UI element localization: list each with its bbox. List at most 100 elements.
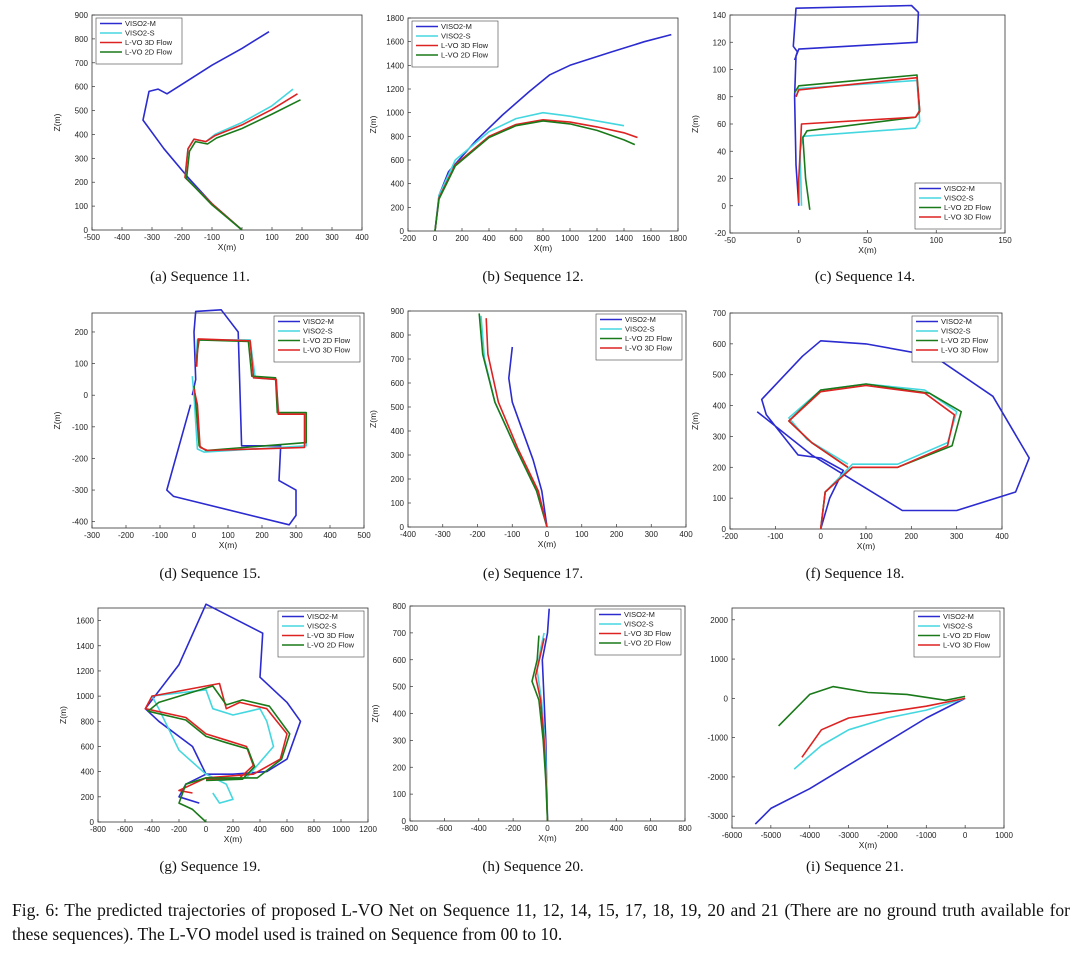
y-tick-label: 200 xyxy=(713,463,727,472)
y-tick-label: 600 xyxy=(81,742,95,751)
legend-label: VISO2-M xyxy=(303,317,334,326)
y-tick-label: 0 xyxy=(722,525,727,534)
legend-box xyxy=(911,315,999,363)
y-tick-label: 60 xyxy=(717,120,726,129)
legend-box xyxy=(595,313,683,361)
y-axis-label: Z(m) xyxy=(58,706,68,724)
x-axis-label: X(m) xyxy=(218,242,237,252)
y-tick-label: 0 xyxy=(84,391,89,400)
legend-label: L-VO 2D Flow xyxy=(941,336,989,345)
x-tick-label: 100 xyxy=(265,233,279,242)
legend-label: L-VO 2D Flow xyxy=(307,641,355,650)
series-line-viso2-m xyxy=(508,346,548,528)
series-line-l-vo-3d-flow xyxy=(485,318,548,528)
x-tick-label: 0 xyxy=(545,530,550,539)
y-tick-label: 100 xyxy=(391,499,405,508)
legend-label: VISO2-S xyxy=(943,622,973,631)
y-tick-label: 1200 xyxy=(76,667,94,676)
y-tick-label: 600 xyxy=(393,656,407,665)
x-tick-label: 300 xyxy=(645,530,659,539)
y-tick-label: 200 xyxy=(393,763,407,772)
subcaption-c: (c) Sequence 14. xyxy=(814,269,916,285)
y-tick-label: 0 xyxy=(400,523,405,532)
series-line-l-vo-3d-flow xyxy=(193,338,306,452)
y-axis-label: Z(m) xyxy=(690,115,700,133)
x-tick-label: 400 xyxy=(610,824,624,833)
y-tick-label: 1600 xyxy=(386,38,404,47)
x-tick-label: 1600 xyxy=(642,234,660,243)
y-tick-label: 800 xyxy=(81,717,95,726)
y-tick-label: 400 xyxy=(391,180,405,189)
chart-svg-a: -500 -400 -300 -200 -100 0 100 200 300 400 0 100 200… xyxy=(52,11,369,252)
legend-label: L-VO 3D Flow xyxy=(624,629,672,638)
x-tick-label: -200 xyxy=(722,532,739,541)
x-tick-label: -5000 xyxy=(761,831,782,840)
legend-label: VISO2-M xyxy=(941,317,972,326)
series-line-l-vo-2d-flow xyxy=(478,313,548,528)
subplot-c: -50 0 50 100 150 -20 0 20 40 60 80 100 120 140 X(m) Z(m… xyxy=(690,4,1030,290)
y-tick-label: 700 xyxy=(393,629,407,638)
legend-label: VISO2-M xyxy=(943,612,974,621)
legend-label: VISO2-S xyxy=(307,622,337,631)
x-tick-label: 100 xyxy=(575,530,589,539)
legend-label: L-VO 3D Flow xyxy=(441,41,489,50)
y-tick-label: 300 xyxy=(75,154,89,163)
y-tick-label: 0 xyxy=(400,227,405,236)
y-tick-label: 500 xyxy=(713,371,727,380)
series-line-viso2-m xyxy=(792,4,920,206)
series-line-viso2-s xyxy=(793,697,966,770)
subcaption-e: (e) Sequence 17. xyxy=(482,566,584,582)
series-line-viso2-m xyxy=(142,31,270,231)
y-tick-label: 1400 xyxy=(386,61,404,70)
y-tick-label: 0 xyxy=(724,694,729,703)
legend-box xyxy=(913,610,1001,658)
legend-label: L-VO 3D Flow xyxy=(943,641,991,650)
x-tick-label: 200 xyxy=(575,824,589,833)
x-tick-label: 600 xyxy=(280,825,294,834)
legend-label: VISO2-S xyxy=(941,327,971,336)
chart-svg-b: -200 0 200 400 600 800 1000 1200 1400 1600 1800020… xyxy=(368,14,687,253)
legend-label: VISO2-M xyxy=(944,184,975,193)
x-tick-label: -400 xyxy=(471,824,488,833)
x-tick-label: 0 xyxy=(818,532,823,541)
x-tick-label: 800 xyxy=(678,824,692,833)
y-tick-label: -100 xyxy=(72,423,89,432)
legend-label: VISO2-S xyxy=(625,325,655,334)
y-axis-label: Z(m) xyxy=(690,412,700,430)
legend-box xyxy=(273,315,361,363)
y-tick-label: 600 xyxy=(391,379,405,388)
y-tick-label: -3000 xyxy=(708,812,729,821)
y-tick-label: 900 xyxy=(75,11,89,20)
subplot-f: -200 -100 0 100 200 300 400 0 100 200 300 400 500 600… xyxy=(690,305,1030,590)
y-tick-label: 20 xyxy=(717,175,726,184)
series-line-l-vo-2d-flow xyxy=(147,685,291,823)
y-tick-label: 500 xyxy=(75,107,89,116)
x-tick-label: 0 xyxy=(240,233,245,242)
x-tick-label: -200 xyxy=(400,234,417,243)
x-tick-label: 1000 xyxy=(995,831,1013,840)
y-tick-label: 300 xyxy=(713,432,727,441)
legend-label: VISO2-M xyxy=(441,22,472,31)
x-tick-label: -100 xyxy=(504,530,521,539)
chart-svg-h: -800 -600 -400 -200 0 200 400 600 800 0 100 200 300 4… xyxy=(370,602,692,843)
x-tick-label: 150 xyxy=(998,236,1012,245)
x-tick-label: 1200 xyxy=(359,825,377,834)
x-axis-label: X(m) xyxy=(224,834,243,844)
x-tick-label: -600 xyxy=(436,824,453,833)
x-tick-label: 200 xyxy=(610,530,624,539)
legend-label: L-VO 3D Flow xyxy=(125,38,173,47)
x-tick-label: -200 xyxy=(171,825,188,834)
x-tick-label: -100 xyxy=(152,531,169,540)
y-tick-label: 400 xyxy=(81,768,95,777)
x-tick-label: -300 xyxy=(435,530,452,539)
x-tick-label: 300 xyxy=(325,233,339,242)
y-tick-label: 100 xyxy=(75,202,89,211)
x-tick-label: 100 xyxy=(859,532,873,541)
subcaption-a: (a) Sequence 11. xyxy=(150,269,250,285)
series-line-l-vo-2d-flow xyxy=(434,120,636,232)
x-tick-label: 1800 xyxy=(669,234,687,243)
subplot-e: -400 -300 -200 -100 0 100 200 300 400 0 100 200 300 4… xyxy=(368,305,698,590)
subcaption-g: (g) Sequence 19. xyxy=(159,859,261,875)
x-tick-label: 400 xyxy=(355,233,369,242)
legend-box xyxy=(95,17,183,65)
